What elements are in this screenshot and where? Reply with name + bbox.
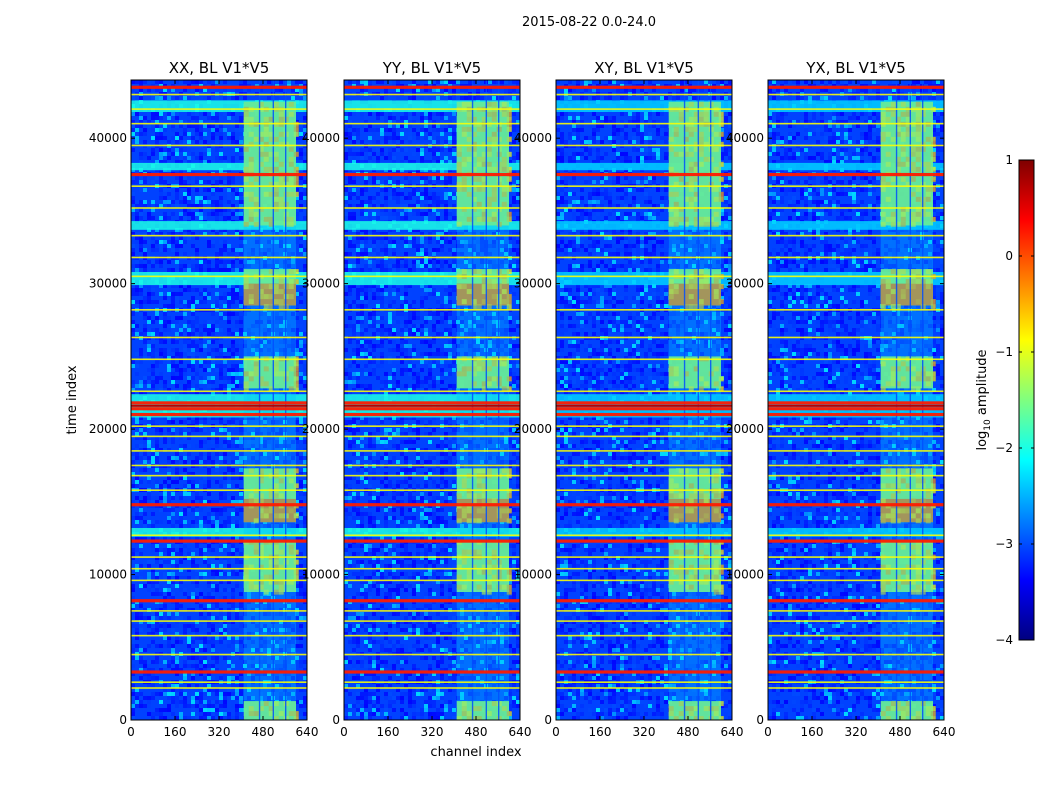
x-tick-label: 640	[721, 725, 744, 739]
x-tick-label: 160	[589, 725, 612, 739]
x-tick-label: 0	[127, 725, 135, 739]
y-tick-label: 40000	[514, 131, 552, 145]
y-tick-label: 10000	[514, 568, 552, 582]
y-tick-label: 0	[756, 713, 764, 727]
y-tick-label: 20000	[302, 422, 340, 436]
x-tick-label: 640	[933, 725, 956, 739]
y-tick-label: 20000	[514, 422, 552, 436]
x-axis-label: channel index	[430, 745, 521, 760]
y-axis-label: time index	[65, 365, 80, 434]
panel-1: XX, BL V1*V5 0 160 320 480 640 0 10000 20000 3000…	[89, 59, 319, 739]
x-tick-label: 640	[296, 725, 319, 739]
y-tick-label: 30000	[302, 277, 340, 291]
x-tick-label: 480	[465, 725, 488, 739]
panel-1-title: XX, BL V1*V5	[169, 59, 270, 77]
x-tick-label: 0	[340, 725, 348, 739]
panel-4-heatmap	[768, 80, 944, 720]
x-tick-label: 320	[845, 725, 868, 739]
y-tick-label: 40000	[89, 131, 127, 145]
y-tick-label: 10000	[726, 568, 764, 582]
y-tick-label: 0	[544, 713, 552, 727]
y-tick-label: 20000	[726, 422, 764, 436]
x-tick-label: 160	[377, 725, 400, 739]
colorbar: 1 0 −1 −2 −3 −4 log10 amplitude	[975, 153, 1035, 647]
y-tick-label: 10000	[89, 568, 127, 582]
y-tick-label: 30000	[726, 277, 764, 291]
panel-4-title: YX, BL V1*V5	[805, 59, 906, 77]
colorbar-tick-label: −2	[995, 441, 1013, 455]
x-tick-label: 160	[801, 725, 824, 739]
y-tick-label: 40000	[302, 131, 340, 145]
colorbar-tick-label: 1	[1005, 153, 1013, 167]
panel-4: YX, BL V1*V5 0 160 320 480 640 0 10000 20000 3000…	[726, 59, 956, 739]
y-tick-label: 0	[332, 713, 340, 727]
y-tick-label: 10000	[302, 568, 340, 582]
panel-3-title: XY, BL V1*V5	[594, 59, 694, 77]
x-tick-label: 480	[889, 725, 912, 739]
x-tick-label: 0	[552, 725, 560, 739]
y-tick-label: 0	[119, 713, 127, 727]
colorbar-tick-label: −3	[995, 537, 1013, 551]
panel-3: XY, BL V1*V5 0 160 320 480 640 0 10000 20000 3000…	[514, 59, 744, 739]
colorbar-tick-label: −4	[995, 633, 1013, 647]
y-tick-label: 30000	[514, 277, 552, 291]
panel-2: YY, BL V1*V5 0 160 320 480 640 0 10000 20000 3000…	[302, 59, 532, 739]
x-tick-label: 320	[421, 725, 444, 739]
x-tick-label: 320	[208, 725, 231, 739]
y-tick-label: 20000	[89, 422, 127, 436]
x-tick-label: 0	[764, 725, 772, 739]
x-tick-label: 480	[252, 725, 275, 739]
x-tick-label: 640	[509, 725, 532, 739]
x-tick-label: 320	[633, 725, 656, 739]
x-tick-label: 160	[164, 725, 187, 739]
y-tick-label: 40000	[726, 131, 764, 145]
colorbar-label: log10 amplitude	[975, 349, 993, 450]
panel-1-heatmap	[131, 80, 307, 720]
panel-2-title: YY, BL V1*V5	[382, 59, 481, 77]
colorbar-gradient	[1018, 159, 1035, 641]
panel-2-heatmap	[344, 80, 520, 720]
x-tick-label: 480	[677, 725, 700, 739]
panel-3-heatmap	[556, 80, 732, 720]
colorbar-tick-label: 0	[1005, 249, 1013, 263]
colorbar-tick-label: −1	[995, 345, 1013, 359]
panels-group: XX, BL V1*V5 0 160 320 480 640 0 10000 20000 3000…	[89, 59, 956, 739]
figure-suptitle: 2015-08-22 0.0-24.0	[522, 15, 656, 30]
y-tick-label: 30000	[89, 277, 127, 291]
